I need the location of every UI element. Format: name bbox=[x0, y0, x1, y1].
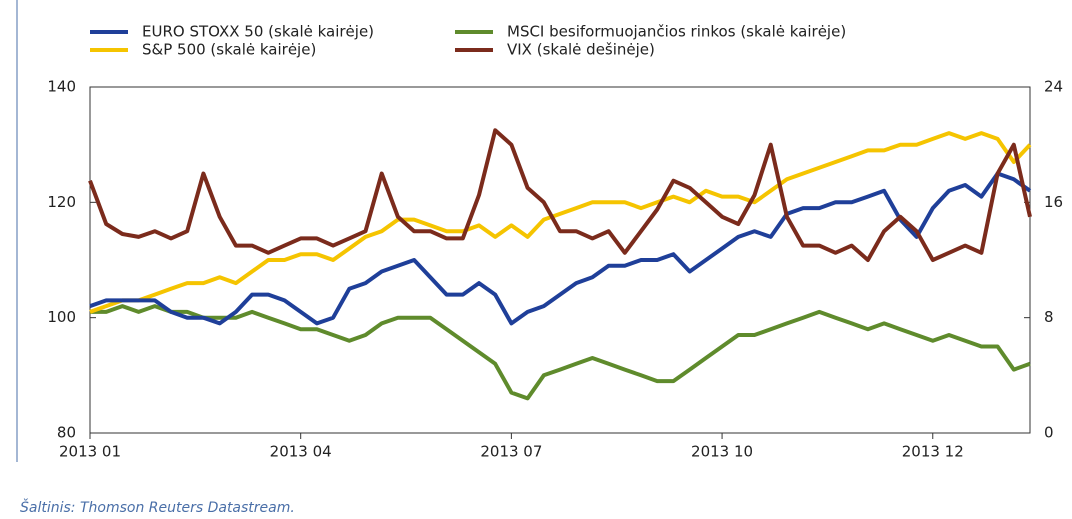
x-tick-label: 2013 04 bbox=[270, 443, 332, 461]
y2-tick-label: 8 bbox=[1044, 308, 1054, 326]
source-note: Šaltinis: Thomson Reuters Datastream. bbox=[20, 498, 295, 516]
x-tick-label: 2013 01 bbox=[59, 443, 121, 461]
y2-tick-label: 24 bbox=[1044, 78, 1063, 96]
y-tick-label: 120 bbox=[47, 193, 76, 211]
legend-label: EURO STOXX 50 (skalė kairėje) bbox=[142, 23, 374, 41]
series-line bbox=[89, 171, 1032, 326]
legend-label: MSCI besiformuojančios rinkos (skalė kai… bbox=[507, 23, 846, 41]
plot-frame bbox=[89, 86, 1031, 434]
legend-label: S&P 500 (skalė kairėje) bbox=[142, 41, 316, 59]
y2-tick-label: 16 bbox=[1044, 193, 1063, 211]
legend-label: VIX (skalė dešinėje) bbox=[507, 41, 655, 59]
x-tick-label: 2013 10 bbox=[691, 443, 753, 461]
y-tick-label: 80 bbox=[57, 424, 76, 442]
series-line bbox=[88, 128, 1032, 262]
x-tick-label: 2013 07 bbox=[480, 443, 542, 461]
x-tick-label: 2013 12 bbox=[902, 443, 964, 461]
y2-tick-label: 0 bbox=[1044, 424, 1054, 442]
series-line bbox=[89, 131, 1032, 314]
y-tick-label: 100 bbox=[47, 308, 76, 326]
y-tick-label: 140 bbox=[47, 78, 76, 96]
series-line bbox=[90, 304, 1031, 401]
